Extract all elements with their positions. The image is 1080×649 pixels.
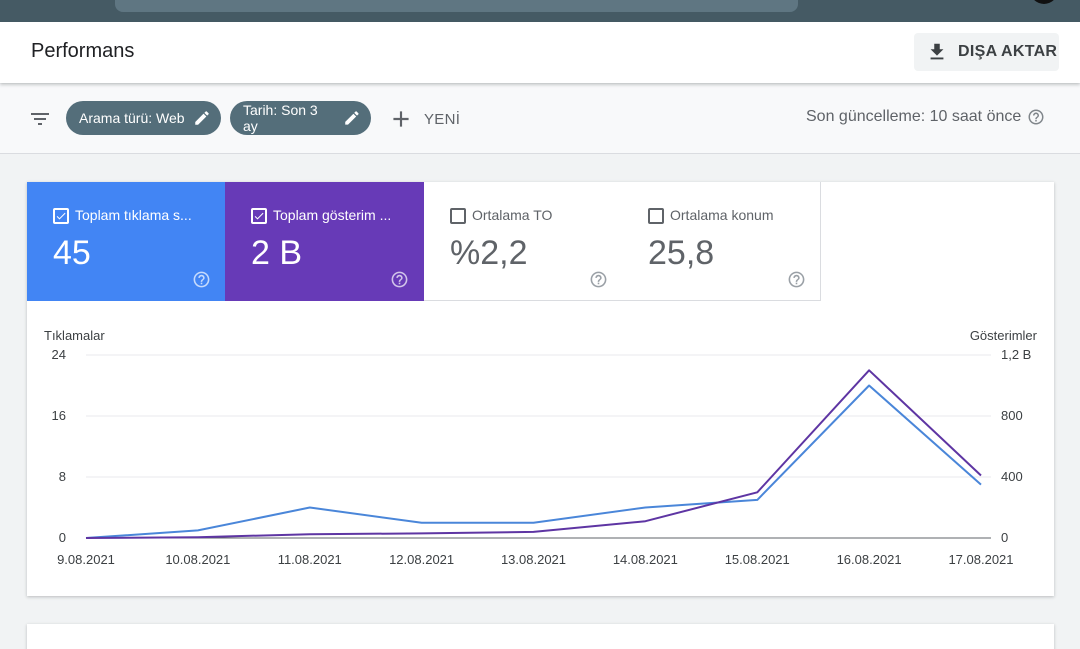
metric-label: Toplam tıklama s... — [75, 207, 192, 223]
help-circle-icon[interactable] — [787, 270, 806, 289]
x-tick-label: 10.08.2021 — [165, 552, 230, 567]
metric-tile-clicks[interactable]: Toplam tıklama s... 45 — [27, 182, 226, 301]
metric-tile-impressions[interactable]: Toplam gösterim ... 2 B — [225, 182, 424, 301]
chip-label: Tarih: Son 3 ay — [243, 102, 318, 134]
clicks-series-line — [85, 384, 982, 539]
metric-label: Toplam gösterim ... — [273, 207, 392, 223]
left-tick-label: 8 — [59, 469, 66, 484]
checkbox-checked[interactable] — [251, 208, 267, 224]
plus-icon — [393, 111, 409, 127]
page-title: Performans — [31, 40, 135, 62]
new-label: YENİ — [424, 110, 461, 128]
checkbox-unchecked[interactable] — [648, 208, 664, 224]
right-tick-label: 400 — [1001, 469, 1023, 484]
search-bar[interactable] — [115, 0, 798, 12]
checkbox-checked[interactable] — [53, 208, 69, 224]
check-icon — [254, 212, 264, 220]
last-update-text: Son güncelleme: 10 saat önce — [806, 108, 1022, 125]
left-tick-label: 16 — [52, 408, 66, 423]
right-tick-label: 0 — [1001, 530, 1008, 545]
account-avatar[interactable] — [1030, 0, 1058, 4]
filter-list-icon[interactable] — [28, 107, 52, 131]
chip-label: Arama türü: Web — [79, 110, 185, 126]
page-header: Performans DIŞA AKTAR — [0, 22, 1080, 83]
left-tick-label: 0 — [59, 530, 66, 545]
x-tick-label: 14.08.2021 — [613, 552, 678, 567]
queries-table-card — [27, 624, 1054, 649]
check-icon — [56, 212, 66, 220]
edit-pencil-icon[interactable] — [193, 109, 211, 127]
date-filter-chip[interactable]: Tarih: Son 3 ay — [230, 101, 371, 135]
metric-tile-position[interactable]: Ortalama konum 25,8 — [622, 182, 821, 301]
x-tick-label: 11.08.2021 — [278, 552, 342, 567]
metric-label: Ortalama konum — [670, 207, 774, 223]
help-circle-icon[interactable] — [589, 270, 608, 289]
metric-tile-ctr[interactable]: Ortalama TO %2,2 — [424, 182, 623, 301]
x-tick-label: 9.08.2021 — [57, 552, 115, 567]
performance-card: Toplam tıklama s... 45 Toplam gösterim .… — [27, 182, 1054, 596]
right-axis-title: Gösterimler — [970, 328, 1038, 343]
x-tick-label: 12.08.2021 — [389, 552, 454, 567]
export-label: DIŞA AKTAR — [958, 43, 1058, 60]
help-circle-icon[interactable] — [390, 270, 409, 289]
metric-value: 45 — [53, 234, 91, 272]
last-update-info: Son güncelleme: 10 saat önce — [806, 108, 1045, 126]
right-tick-label: 800 — [1001, 408, 1023, 423]
impressions-series-line — [85, 369, 982, 539]
help-circle-icon[interactable] — [1027, 108, 1045, 126]
checkbox-unchecked[interactable] — [450, 208, 466, 224]
metric-value: 2 B — [251, 234, 303, 272]
left-tick-label: 24 — [52, 347, 66, 362]
left-axis-title: Tıklamalar — [44, 328, 105, 343]
x-tick-label: 17.08.2021 — [948, 552, 1013, 567]
add-new-filter-button[interactable]: YENİ — [388, 105, 460, 133]
help-circle-icon[interactable] — [192, 270, 211, 289]
download-icon — [930, 43, 944, 60]
edit-pencil-icon[interactable] — [343, 109, 361, 127]
search-type-filter-chip[interactable]: Arama türü: Web — [66, 101, 221, 135]
right-tick-label: 1,2 B — [1001, 347, 1031, 362]
metric-value: %2,2 — [450, 234, 528, 272]
x-tick-label: 15.08.2021 — [725, 552, 790, 567]
metric-label: Ortalama TO — [472, 207, 553, 223]
top-app-bar — [0, 0, 1080, 22]
export-button[interactable]: DIŞA AKTAR — [914, 33, 1059, 71]
x-tick-label: 13.08.2021 — [501, 552, 566, 567]
filter-bar: Arama türü: Web Tarih: Son 3 ay YENİ Son… — [0, 84, 1080, 154]
metric-value: 25,8 — [648, 234, 715, 272]
performance-chart[interactable]: Tıklamalar Gösterimler 0 0 8 400 16 800 24 1,2 B 9… — [27, 322, 1054, 582]
x-tick-label: 16.08.2021 — [837, 552, 902, 567]
